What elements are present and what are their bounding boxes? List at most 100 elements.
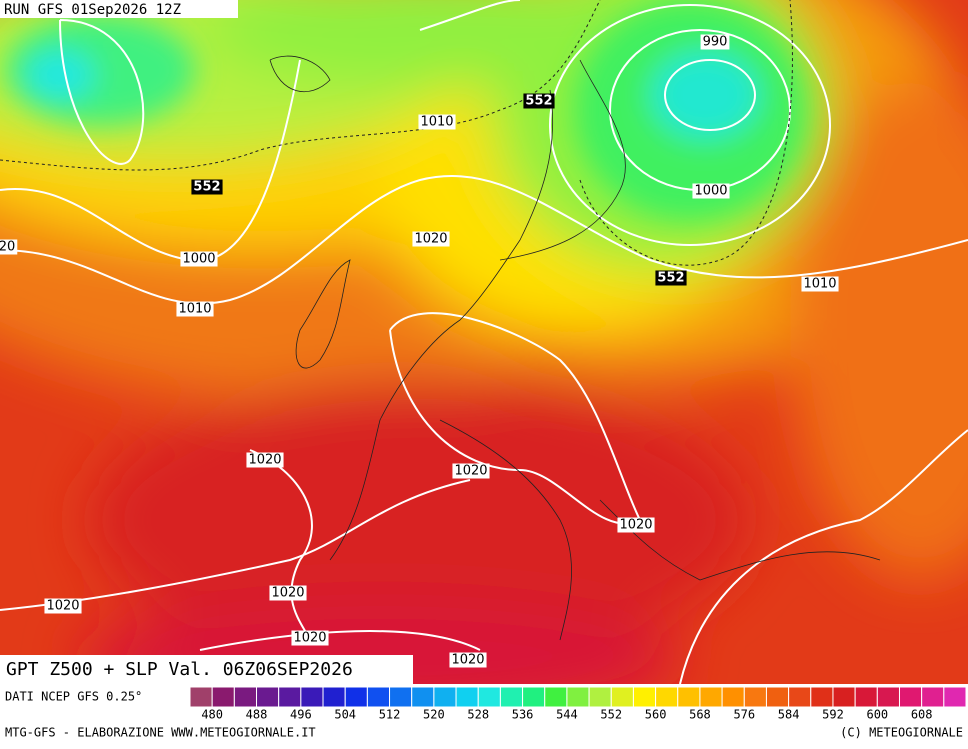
legend-label: 512 [379,708,401,722]
map-title: GPT Z500 + SLP Val. 06Z06SEP2026 [6,659,353,680]
isobar-label-bg [617,517,655,533]
legend-swatch [389,686,413,708]
isobar-label-bg [269,585,307,601]
legend-label: 504 [334,708,356,722]
isobar-label: 1020 [271,586,304,601]
isobar-label-bg [452,463,490,479]
run-box [0,0,238,18]
legend-swatch [322,686,346,708]
isobar-label: 1020 [46,599,79,614]
isobar-label: 1020 [619,518,652,533]
legend-swatch [344,686,368,708]
height-label: 552 [657,271,684,286]
legend-swatch [211,686,235,708]
legend-swatch [810,686,834,708]
isobar-label: 1020 [293,631,326,646]
legend-swatch [499,686,524,708]
legend-swatch [743,686,767,708]
legend-swatch [433,686,457,708]
isobar-label: 1020 [454,464,487,479]
isobar-label-bg [180,251,218,267]
isobar-label-bg [449,652,487,668]
map [0,0,968,684]
height-label-bg [655,270,687,286]
legend-swatch [477,686,501,708]
footer-left: MTG-GFS - ELABORAZIONE WWW.METEOGIORNALE… [5,726,316,740]
footer-right: (C) METEOGIORNALE [840,726,963,740]
isobar-label: 1010 [803,277,836,292]
legend-swatch [610,686,634,708]
contour-labels: 990 1010 1000 1020 20 1000 1010 1010 1020 1020 102… [0,34,839,668]
title-box [0,655,413,684]
legend-swatch [921,686,945,708]
legend-swatch [455,686,479,708]
legend-swatch [765,686,790,708]
legend-source: DATI NCEP GFS 0.25° [5,690,142,704]
legend-swatch [278,686,302,708]
isobar-label: 1020 [414,232,447,247]
legend-label: 488 [246,708,268,722]
legend-swatch [544,686,568,708]
run-label: RUN GFS 01Sep2026 12Z [4,2,181,18]
legend-swatch [854,686,878,708]
height-label-bg [523,93,555,109]
legend-swatch [366,686,391,708]
legend-label: 480 [201,708,223,722]
legend-swatch [898,686,923,708]
legend-swatch [699,686,723,708]
color-legend: 480 488 496 504 512 520 528 536 544 552 560 568 576 5… [189,686,967,722]
isobar-label: 20 [0,240,15,255]
isobar-label-bg [176,301,214,317]
isobar-label: 1010 [420,115,453,130]
legend-swatch [876,686,900,708]
isobar-label-bg [412,231,450,247]
legend-label: 608 [911,708,933,722]
height-label: 552 [193,180,220,195]
legend-swatch [411,686,435,708]
legend-label: 584 [778,708,800,722]
legend-swatch [566,686,590,708]
legend-label: 600 [866,708,888,722]
legend-swatch [943,686,967,708]
isobar-label: 990 [703,35,728,50]
legend-label: 576 [733,708,755,722]
legend-swatch [300,686,324,708]
legend-swatch [522,686,546,708]
legend-label: 536 [512,708,534,722]
legend-swatch [655,686,679,708]
isobar-label-bg [246,452,284,468]
legend-label: 560 [645,708,667,722]
isobar-label-bg [291,630,329,646]
isobar-label-bg [700,34,730,50]
isobar-label-bg [801,276,839,292]
isobar-label: 1010 [178,302,211,317]
legend-swatch [832,686,856,708]
legend-label: 552 [600,708,622,722]
isobar-label: 1020 [451,653,484,668]
legend-swatch [721,686,745,708]
legend-label: 520 [423,708,445,722]
legend-swatch [677,686,701,708]
isobar-label-bg [418,114,456,130]
legend-label: 568 [689,708,711,722]
height-label-bg [191,179,223,195]
height-label: 552 [525,94,552,109]
coastlines [269,55,881,641]
legend-swatch [189,686,213,708]
legend-label: 528 [467,708,489,722]
legend-label: 592 [822,708,844,722]
legend-label: 496 [290,708,312,722]
legend-swatch [588,686,612,708]
isobar-label: 1000 [694,184,727,199]
isobar-label-bg [692,183,730,199]
legend-swatch [632,686,657,708]
isobar-label-bg [0,239,18,255]
legend-swatch [256,686,280,708]
legend-label: 544 [556,708,578,722]
isobar-label-bg [44,598,82,614]
isobar-label: 1020 [248,453,281,468]
legend-swatch [233,686,258,708]
legend-swatch [788,686,812,708]
